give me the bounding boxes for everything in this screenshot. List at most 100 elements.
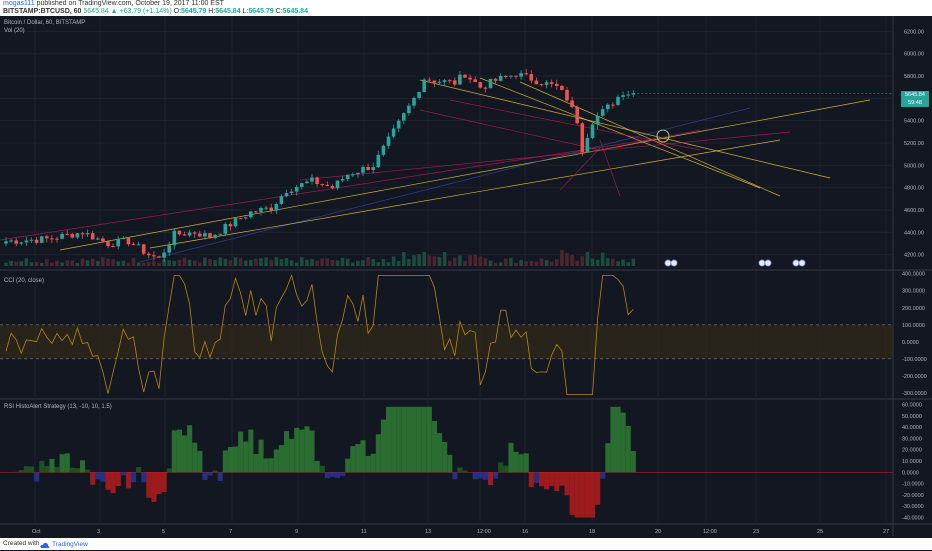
candle-body	[371, 167, 375, 170]
candle-body	[147, 254, 151, 256]
volume-bar	[473, 255, 477, 266]
rsi-bar	[75, 468, 80, 472]
rsi-bar	[100, 472, 105, 481]
cci-axis-label: 300.0000	[902, 289, 925, 295]
volume-bar	[591, 259, 595, 266]
volume-bar	[397, 261, 401, 266]
rsi-bar	[355, 444, 360, 472]
rsi-bar	[304, 426, 309, 472]
volume-title: Vol (20)	[4, 28, 25, 34]
candle-body	[382, 146, 386, 155]
volume-bar	[509, 258, 513, 266]
time-axis-label: 23	[753, 529, 759, 535]
footer: Created with TradingView	[0, 538, 932, 550]
volume-bar	[91, 259, 95, 266]
volume-bar	[586, 252, 590, 266]
volume-bar	[45, 259, 49, 266]
candle-body	[137, 244, 141, 245]
volume-bar	[626, 262, 630, 266]
candle-body	[320, 184, 324, 185]
candle-body	[387, 137, 391, 146]
rsi-bar	[621, 413, 626, 473]
rsi-bar	[172, 430, 177, 472]
candle-body	[555, 84, 559, 86]
volume-bar	[422, 252, 426, 266]
candle-body	[167, 245, 171, 252]
price-axis-label: 4400.00	[904, 230, 924, 236]
volume-bar	[468, 255, 472, 266]
rsi-bar	[279, 445, 284, 472]
time-axis-label: 5	[162, 529, 165, 535]
rsi-bar	[422, 407, 427, 473]
candle-body	[346, 175, 350, 179]
candle-body	[40, 236, 44, 243]
tradingview-logo[interactable]: TradingView	[40, 539, 88, 551]
volume-bar	[132, 258, 136, 266]
volume-bar	[453, 258, 457, 266]
rsi-bar	[493, 472, 498, 478]
rsi-bar	[503, 466, 508, 473]
time-axis-label: 11	[361, 529, 367, 535]
candle-body	[626, 94, 630, 95]
volume-bar	[494, 263, 498, 266]
price-axis-label: 5400.00	[904, 119, 924, 125]
rsi-bar	[514, 452, 519, 472]
volume-bar	[86, 260, 90, 266]
candle-body	[570, 100, 574, 106]
volume-bar	[157, 263, 161, 266]
candle-body	[224, 224, 228, 234]
rsi-bar	[350, 446, 355, 472]
countdown-tag: 59:48	[901, 99, 929, 107]
rsi-bar	[610, 407, 615, 473]
time-axis-label: 3	[97, 529, 100, 535]
candle-body	[453, 80, 457, 84]
chart-canvas[interactable]: 4200.004400.004600.004800.005000.005200.…	[0, 16, 932, 538]
rsi-bar	[182, 435, 187, 472]
time-axis-label: 18	[589, 529, 595, 535]
rsi-bar	[559, 472, 564, 485]
volume-bar	[371, 259, 375, 266]
alert-badge	[665, 260, 671, 266]
rsi-bar	[616, 407, 621, 473]
rsi-bar	[19, 470, 24, 472]
candle-body	[428, 80, 432, 81]
rsi-bar	[151, 472, 156, 502]
time-axis-label: 25	[817, 529, 823, 535]
volume-bar	[596, 260, 600, 266]
volume-bar	[259, 258, 263, 266]
rsi-axis-label: 10.0000	[902, 459, 922, 465]
rsi-bar	[223, 450, 228, 472]
volume-bar	[106, 259, 110, 266]
volume-bar	[331, 260, 335, 266]
price-axis-label: 4800.00	[904, 186, 924, 192]
candle-body	[264, 208, 268, 209]
rsi-bar	[95, 472, 100, 479]
volume-bar	[60, 262, 64, 266]
candle-body	[575, 107, 579, 123]
rsi-axis-label: -20.0000	[902, 493, 924, 499]
candle-body	[157, 256, 161, 257]
volume-bar	[101, 257, 105, 266]
rsi-bar	[315, 461, 320, 472]
author-link[interactable]: mogas111	[3, 0, 35, 7]
created-with: Created with	[3, 538, 40, 550]
candle-body	[76, 233, 80, 237]
candle-body	[239, 218, 243, 219]
volume-bar	[606, 258, 610, 266]
candle-body	[509, 76, 513, 77]
rsi-bar	[310, 430, 315, 472]
volume-bar	[392, 257, 396, 266]
rsi-bar	[264, 458, 269, 472]
volume-bar	[25, 258, 29, 266]
volume-bar	[438, 257, 442, 266]
rsi-bar	[141, 472, 146, 482]
cci-axis-label: 400.0000	[902, 272, 925, 278]
rsi-bar	[233, 446, 238, 472]
rsi-bar	[626, 426, 631, 472]
rsi-bar	[565, 472, 570, 495]
cci-axis-label: -100.0000	[902, 357, 927, 363]
volume-bars	[4, 250, 635, 266]
candle-body	[530, 74, 534, 81]
volume-bar	[458, 255, 462, 266]
candle-body	[433, 80, 437, 82]
